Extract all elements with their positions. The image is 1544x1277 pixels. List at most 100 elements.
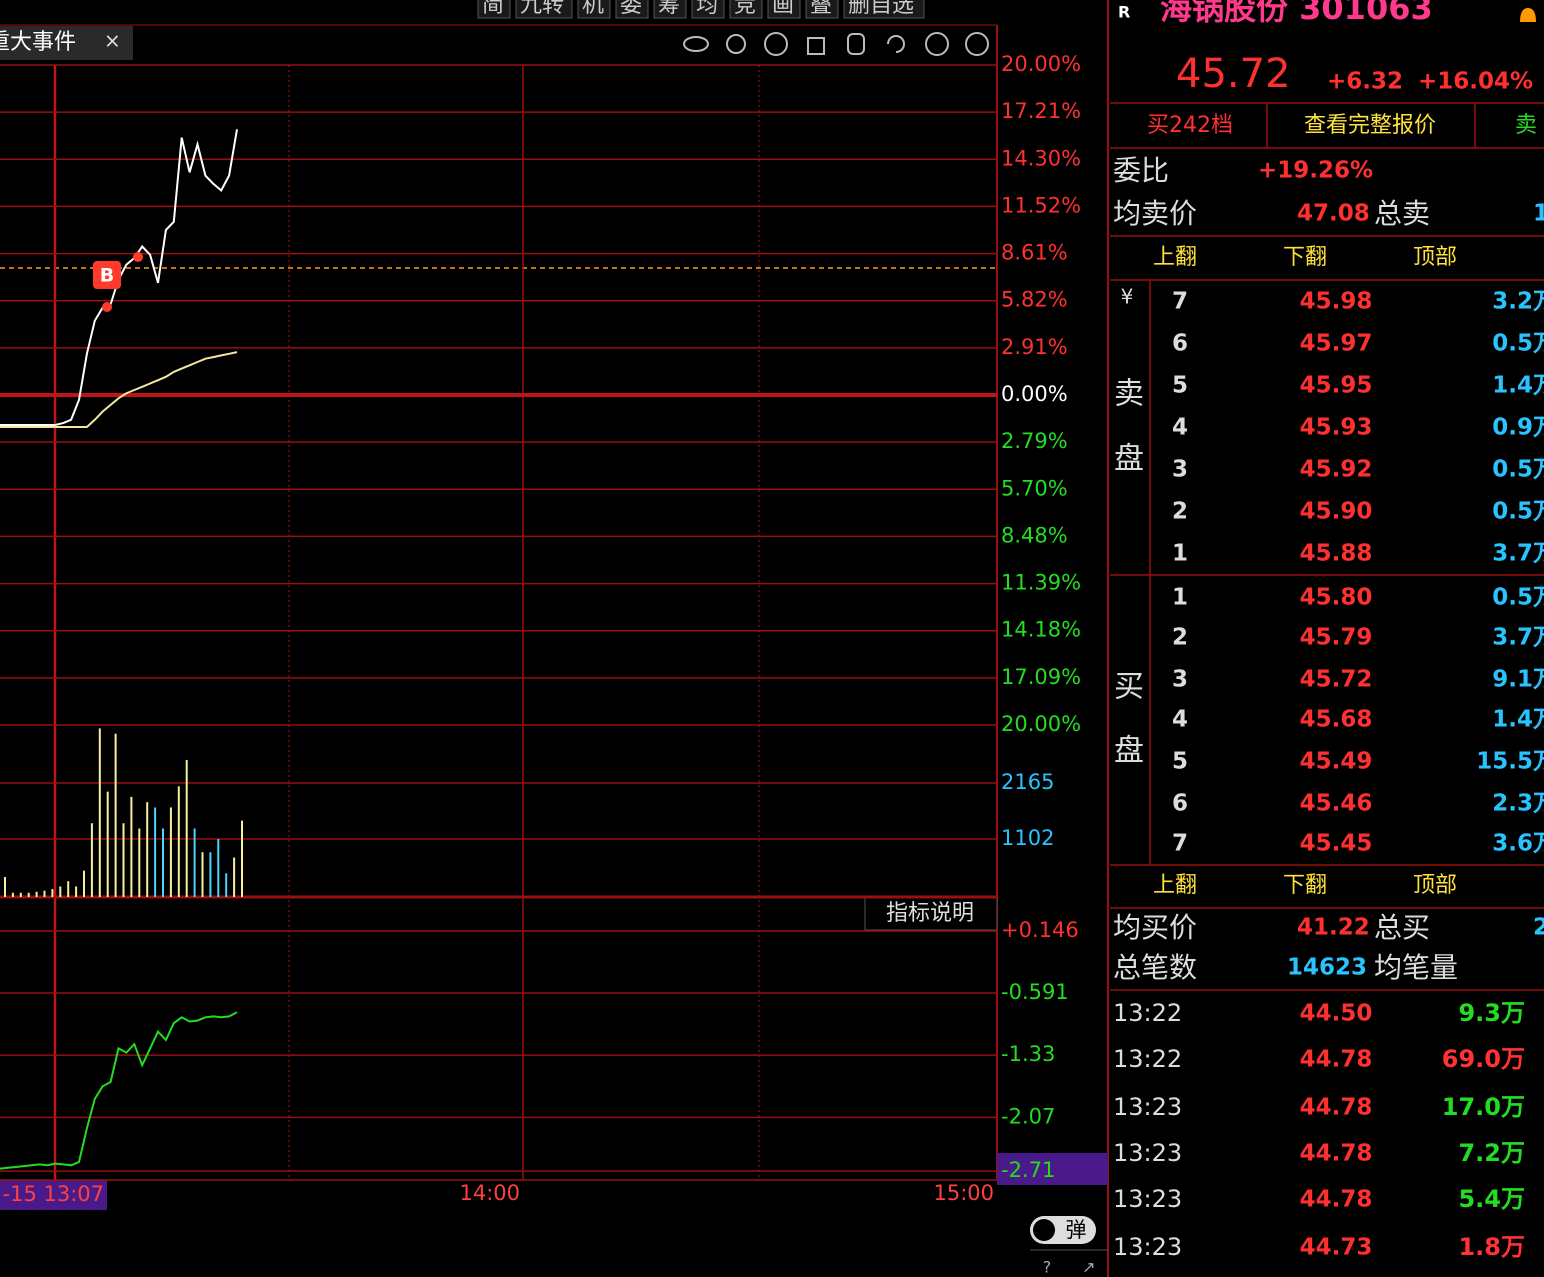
indicator-button-bg[interactable] bbox=[864, 897, 998, 931]
icon-cut[interactable] bbox=[726, 34, 746, 54]
help-button[interactable]: ? bbox=[1043, 1258, 1052, 1277]
price-change-pct: +16.04% bbox=[1418, 69, 1533, 95]
volume-bar bbox=[217, 839, 220, 897]
toolbar-button: 九转 bbox=[520, 0, 564, 18]
tab-close[interactable]: × bbox=[104, 29, 121, 53]
trade-time: 13:23 bbox=[1113, 1139, 1182, 1167]
order-level: 4 bbox=[1172, 707, 1188, 733]
order-price: 45.46 bbox=[1300, 791, 1373, 817]
order-volume: 0.5万 bbox=[1492, 331, 1544, 357]
total-buy-label: 总买 bbox=[1374, 911, 1430, 944]
price-axis-label: 20.00% bbox=[1001, 52, 1081, 76]
time-cursor-box bbox=[0, 1180, 107, 1210]
order-price: 45.68 bbox=[1300, 707, 1373, 733]
price-change: +6.32 bbox=[1327, 69, 1403, 95]
icon-zoom-out[interactable] bbox=[965, 32, 989, 56]
tab-label[interactable]: 重大事件 bbox=[0, 30, 76, 55]
trade-time: 13:23 bbox=[1113, 1093, 1182, 1121]
price-axis-label: 8.48% bbox=[1001, 523, 1068, 547]
time-axis-label: -15 13:07 bbox=[3, 1182, 105, 1206]
toolbar-button-bg[interactable] bbox=[577, 0, 611, 19]
quote-button[interactable]: 查看完整报价 bbox=[1304, 113, 1436, 138]
trade-price: 44.50 bbox=[1300, 1001, 1373, 1027]
trade-volume: 17.0万 bbox=[1442, 1093, 1525, 1121]
toolbar-button-bg[interactable] bbox=[515, 0, 573, 19]
volume-bar bbox=[59, 886, 62, 897]
avg-price-line bbox=[0, 351, 238, 428]
avg-sell-value: 47.08 bbox=[1297, 201, 1370, 227]
icon-lock[interactable] bbox=[807, 37, 825, 55]
toolbar-button-bg[interactable] bbox=[767, 0, 801, 19]
total-sell-value: 1 bbox=[1533, 201, 1544, 227]
toolbar-button-bg[interactable] bbox=[615, 0, 649, 19]
volume-bar bbox=[177, 786, 180, 897]
quote-button[interactable]: 卖 bbox=[1515, 113, 1537, 138]
bell-icon[interactable] bbox=[1520, 8, 1536, 22]
trade-price: 44.78 bbox=[1300, 1141, 1373, 1167]
order-level: 7 bbox=[1172, 289, 1188, 315]
volume-bar bbox=[233, 857, 236, 897]
toolbar-button-bg[interactable] bbox=[843, 0, 925, 19]
price-axis-label: 17.21% bbox=[1001, 99, 1081, 123]
total-sell-label: 总卖 bbox=[1374, 197, 1430, 230]
avg-count-label: 均笔量 bbox=[1374, 951, 1458, 984]
toggle-label[interactable]: 弹 bbox=[1066, 1218, 1087, 1242]
page-nav[interactable]: 顶部 bbox=[1413, 873, 1457, 898]
price-axis-label: 11.39% bbox=[1001, 571, 1081, 595]
volume-bar bbox=[201, 852, 204, 897]
page-nav[interactable]: 下翻 bbox=[1283, 245, 1327, 270]
toolbar-button-bg[interactable] bbox=[653, 0, 687, 19]
price-axis-label: 8.61% bbox=[1001, 241, 1068, 265]
order-price: 45.90 bbox=[1300, 499, 1373, 525]
page-nav[interactable]: 上翻 bbox=[1153, 245, 1197, 270]
volume-bar bbox=[241, 820, 243, 897]
order-volume: 1.4万 bbox=[1492, 707, 1544, 733]
toolbar-button: 删自选 bbox=[848, 0, 914, 18]
trade-price: 44.78 bbox=[1300, 1187, 1373, 1213]
page-nav[interactable]: 下翻 bbox=[1283, 873, 1327, 898]
order-price: 45.79 bbox=[1300, 625, 1373, 651]
expand-arrow[interactable]: ↗ bbox=[1082, 1258, 1095, 1277]
volume-bar bbox=[130, 796, 133, 897]
icon-play[interactable] bbox=[764, 32, 788, 56]
count-label: 总笔数 bbox=[1113, 951, 1197, 984]
toolbar-button-bg[interactable] bbox=[691, 0, 725, 19]
weibi-label: 委比 bbox=[1113, 154, 1169, 187]
buy-marker-bg bbox=[93, 261, 121, 289]
order-level: 3 bbox=[1172, 667, 1188, 693]
toolbar-button: 委 bbox=[620, 0, 642, 18]
icon-zoom-in[interactable] bbox=[925, 32, 949, 56]
icon-eye[interactable] bbox=[683, 36, 709, 52]
order-level: 2 bbox=[1172, 625, 1188, 651]
toolbar-button: 均 bbox=[696, 0, 718, 18]
indicator-axis-label: -2.07 bbox=[1001, 1104, 1055, 1128]
price-axis-label: 2.79% bbox=[1001, 429, 1068, 453]
last-price: 45.72 bbox=[1176, 51, 1291, 97]
toolbar-button-bg[interactable] bbox=[477, 0, 511, 19]
icon-undo[interactable] bbox=[887, 35, 905, 53]
trade-time: 13:23 bbox=[1113, 1185, 1182, 1213]
page-nav[interactable]: 顶部 bbox=[1413, 245, 1457, 270]
tab-bg[interactable] bbox=[0, 26, 133, 60]
weibi-value: +19.26% bbox=[1258, 158, 1373, 184]
trade-time: 13:22 bbox=[1113, 999, 1182, 1027]
trade-volume: 5.4万 bbox=[1458, 1185, 1525, 1213]
volume-bar bbox=[209, 852, 212, 897]
toolbar-button-bg[interactable] bbox=[805, 0, 839, 19]
price-axis-label: 14.18% bbox=[1001, 618, 1081, 642]
order-level: 6 bbox=[1172, 331, 1188, 357]
avg-buy-value: 41.22 bbox=[1297, 915, 1370, 941]
trade-volume: 69.0万 bbox=[1442, 1045, 1525, 1073]
order-volume: 15.5万 bbox=[1476, 749, 1544, 775]
toolbar-button: 筹 bbox=[658, 0, 680, 18]
toggle-knob[interactable] bbox=[1033, 1219, 1055, 1241]
toolbar-button-bg[interactable] bbox=[729, 0, 763, 19]
icon-hand[interactable] bbox=[847, 33, 865, 55]
indicator-button[interactable]: 指标说明 bbox=[886, 901, 974, 926]
price-axis-label: 20.00% bbox=[1001, 712, 1081, 736]
order-volume: 0.9万 bbox=[1492, 415, 1544, 441]
order-level: 5 bbox=[1172, 373, 1188, 399]
page-nav[interactable]: 上翻 bbox=[1153, 873, 1197, 898]
order-price: 45.80 bbox=[1300, 585, 1373, 611]
quote-button[interactable]: 买242档 bbox=[1147, 113, 1233, 138]
